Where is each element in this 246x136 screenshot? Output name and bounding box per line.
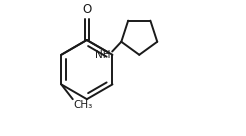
Text: CH₃: CH₃: [74, 101, 93, 110]
Text: NH: NH: [95, 50, 111, 60]
Text: O: O: [82, 3, 91, 16]
